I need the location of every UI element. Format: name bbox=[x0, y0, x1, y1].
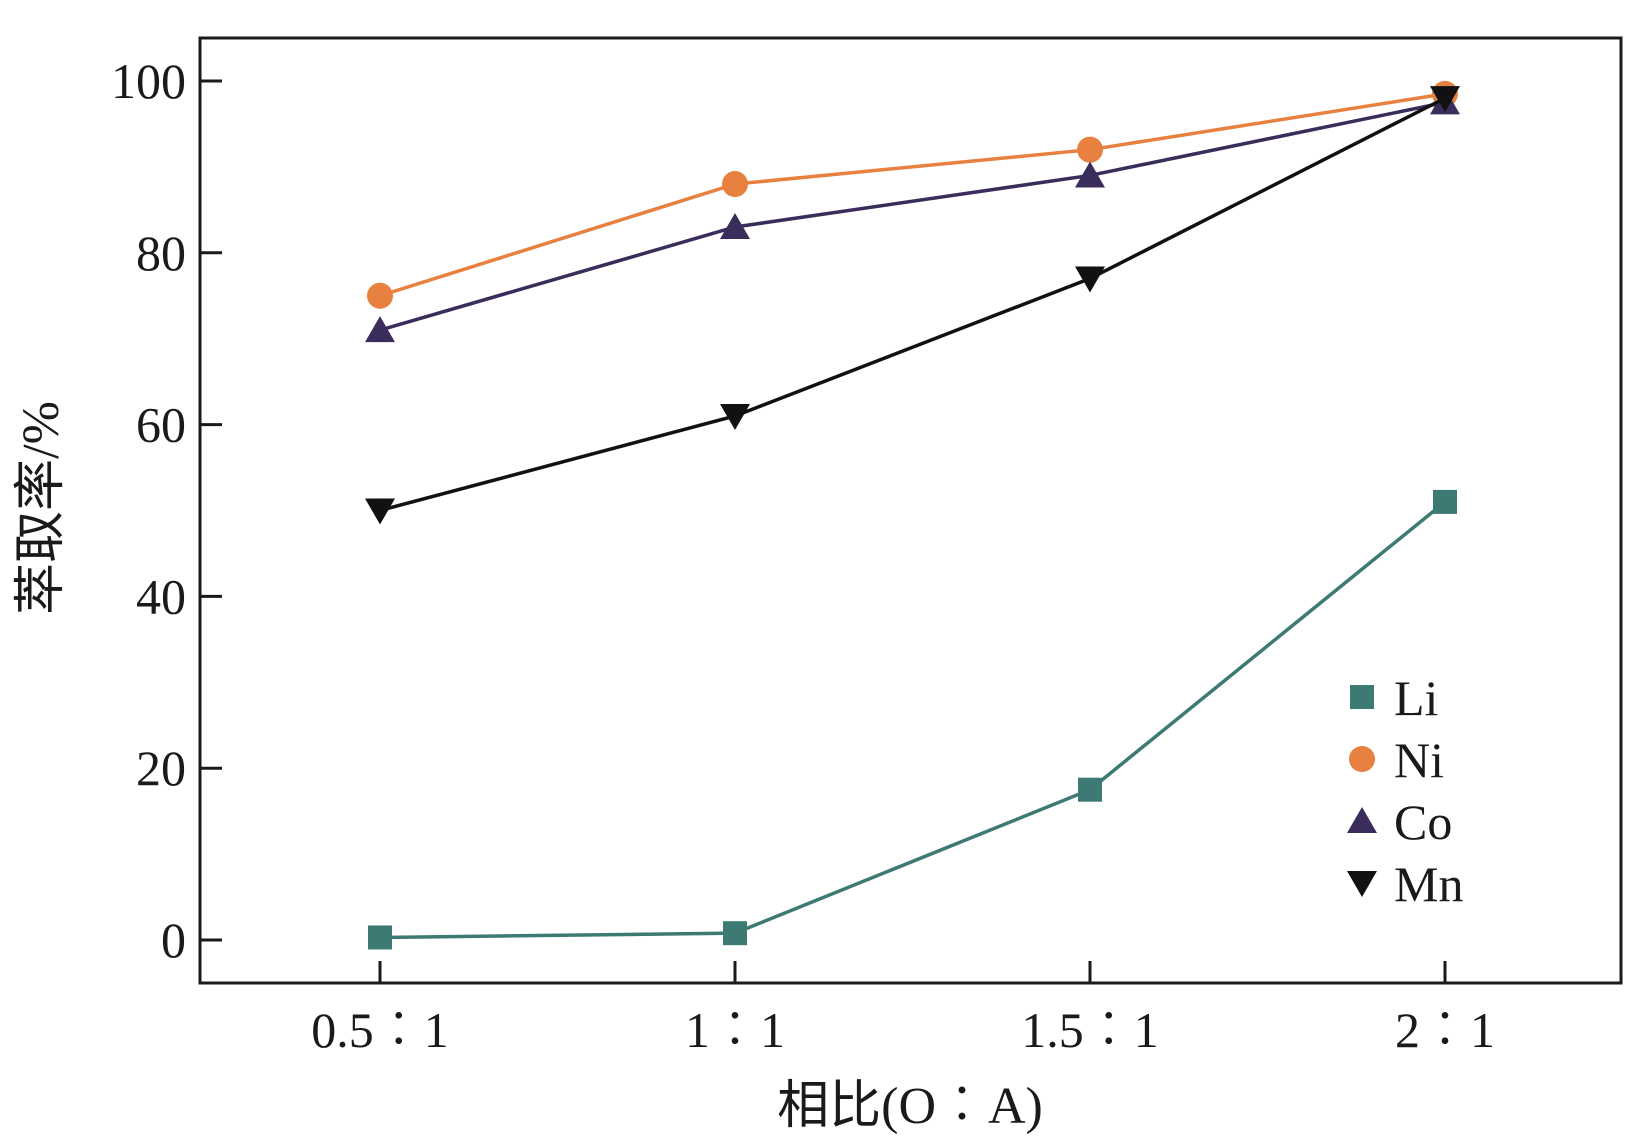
series-li-point bbox=[723, 921, 747, 946]
legend-label-mn: Mn bbox=[1394, 856, 1463, 912]
series-group bbox=[365, 80, 1460, 950]
series-co-point bbox=[720, 213, 750, 239]
legend-label-co: Co bbox=[1394, 794, 1452, 850]
series-co-point bbox=[365, 316, 395, 343]
series-li-point bbox=[1433, 489, 1457, 514]
series-mn-point bbox=[1075, 266, 1105, 293]
y-tick-label: 0 bbox=[161, 912, 186, 968]
legend-marker-ni bbox=[1349, 746, 1375, 772]
legend-marker-co bbox=[1347, 807, 1377, 833]
y-tick-label: 80 bbox=[136, 225, 186, 281]
series-co bbox=[365, 88, 1460, 343]
legend-item-co: Co bbox=[1347, 794, 1452, 850]
series-li bbox=[368, 489, 1457, 950]
x-axis-title: 相比(O︰A) bbox=[777, 1078, 1043, 1135]
x-tick-label: 1︰1 bbox=[685, 1002, 785, 1058]
axes: 0 20 40 60 80 100 0.5︰1 1︰1 1.5︰1 2︰1 bbox=[111, 53, 1495, 1058]
series-ni-point bbox=[367, 282, 393, 309]
series-ni-line bbox=[379, 92, 1446, 298]
series-ni-point bbox=[1077, 136, 1103, 163]
y-tick-label: 60 bbox=[136, 397, 186, 453]
legend: Li Ni Co Mn bbox=[1347, 670, 1463, 912]
legend-item-mn: Mn bbox=[1347, 856, 1463, 912]
legend-item-li: Li bbox=[1350, 670, 1438, 726]
legend-marker-mn bbox=[1347, 871, 1377, 897]
series-li-point bbox=[368, 925, 392, 950]
legend-label-li: Li bbox=[1394, 670, 1438, 726]
y-axis-title: 萃取率/% bbox=[13, 401, 70, 615]
series-co-line bbox=[379, 100, 1446, 332]
series-mn-point bbox=[365, 498, 395, 525]
legend-label-ni: Ni bbox=[1394, 732, 1444, 788]
plot-frame bbox=[198, 36, 1623, 985]
series-li-line bbox=[379, 500, 1447, 940]
y-tick-label: 100 bbox=[111, 53, 186, 109]
series-co-point bbox=[1075, 161, 1105, 188]
x-tick-label: 0.5︰1 bbox=[311, 1002, 449, 1058]
y-tick-label: 20 bbox=[136, 740, 186, 796]
legend-marker-li bbox=[1350, 685, 1374, 709]
legend-item-ni: Ni bbox=[1349, 732, 1444, 788]
series-mn-line bbox=[379, 96, 1446, 513]
series-mn-point bbox=[720, 404, 750, 430]
series-mn bbox=[365, 86, 1460, 525]
series-mn-point bbox=[1430, 86, 1460, 113]
x-tick-label: 1.5︰1 bbox=[1021, 1002, 1159, 1058]
series-ni bbox=[367, 80, 1458, 309]
y-tick-label: 40 bbox=[136, 568, 186, 624]
series-li-point bbox=[1078, 777, 1102, 802]
plot-area bbox=[198, 36, 1623, 985]
series-ni-point bbox=[722, 171, 748, 198]
x-tick-label: 2︰1 bbox=[1395, 1002, 1495, 1058]
